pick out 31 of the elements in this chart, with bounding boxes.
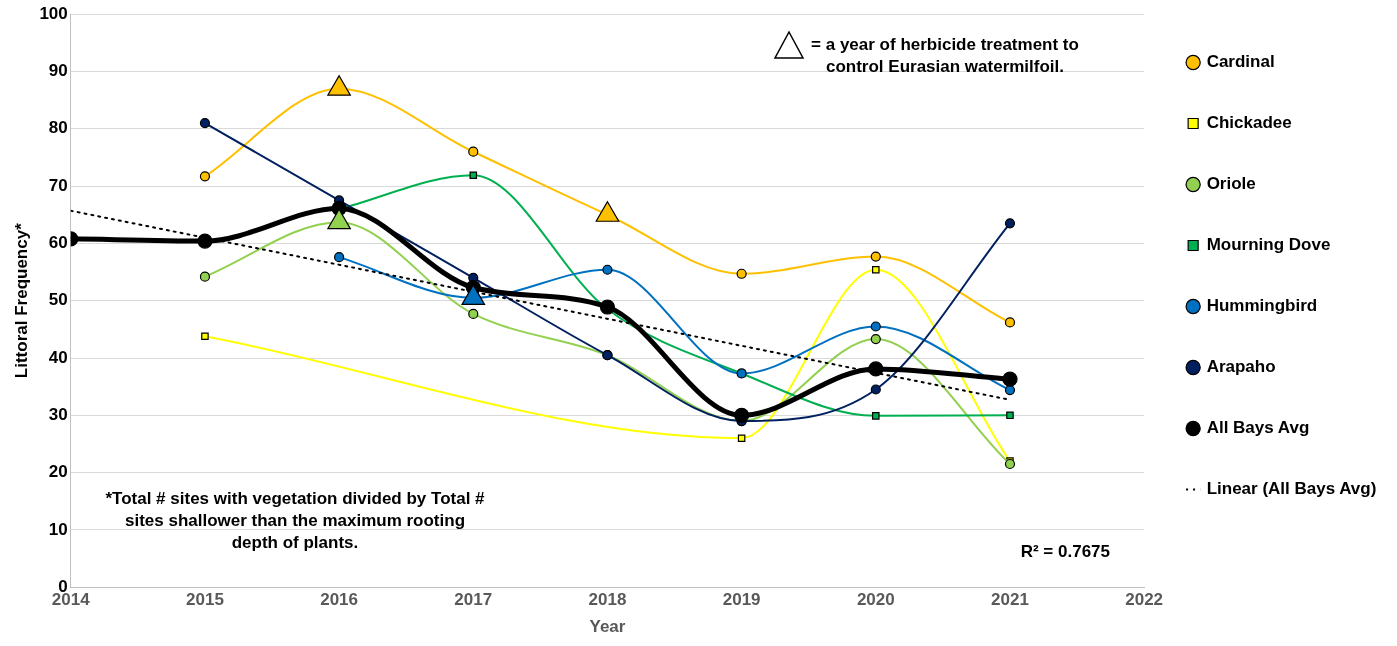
- legend-label: Arapaho: [1206, 357, 1276, 377]
- y-tick-label: 100: [39, 3, 68, 23]
- annotation: = a year of herbicide treatment to control Eurasian watermilfoil.: [810, 34, 1080, 78]
- x-tick-label: 2017: [454, 590, 493, 610]
- y-tick-label: 70: [48, 175, 68, 195]
- x-tick-label: 2021: [991, 590, 1029, 610]
- y-tick-label: 60: [48, 233, 68, 253]
- legend-label: Hummingbird: [1206, 296, 1318, 316]
- annotation: R² = 0.7675: [1019, 541, 1110, 563]
- legend-label: Oriole: [1206, 174, 1256, 194]
- y-tick-label: 80: [48, 118, 68, 138]
- x-tick-label: 2020: [856, 590, 895, 610]
- x-tick-label: 2016: [320, 590, 359, 610]
- x-tick-label: 2019: [722, 590, 761, 610]
- legend-label: Chickadee: [1206, 113, 1292, 133]
- legend-label: Cardinal: [1206, 52, 1275, 72]
- y-axis-title: Littoral Frequency*: [11, 222, 31, 379]
- x-tick-label: 2015: [186, 590, 224, 610]
- legend-label: Mourning Dove: [1206, 235, 1331, 255]
- legend-label: All Bays Avg: [1206, 418, 1310, 438]
- y-tick-label: 10: [48, 519, 68, 539]
- x-axis-title: Year: [589, 617, 626, 637]
- x-tick-label: 2022: [1125, 590, 1164, 610]
- x-tick-label: 2018: [588, 590, 627, 610]
- y-tick-label: 40: [48, 347, 68, 367]
- legend-label: Linear (All Bays Avg): [1206, 479, 1377, 499]
- y-tick-label: 50: [48, 290, 68, 310]
- annotation: *Total # sites with vegetation divided by Total # sites shallower than the maximum rooting depth of plants.: [104, 488, 486, 554]
- y-tick-label: 90: [48, 61, 68, 81]
- y-tick-label: 30: [48, 404, 68, 424]
- y-tick-label: 20: [48, 462, 68, 482]
